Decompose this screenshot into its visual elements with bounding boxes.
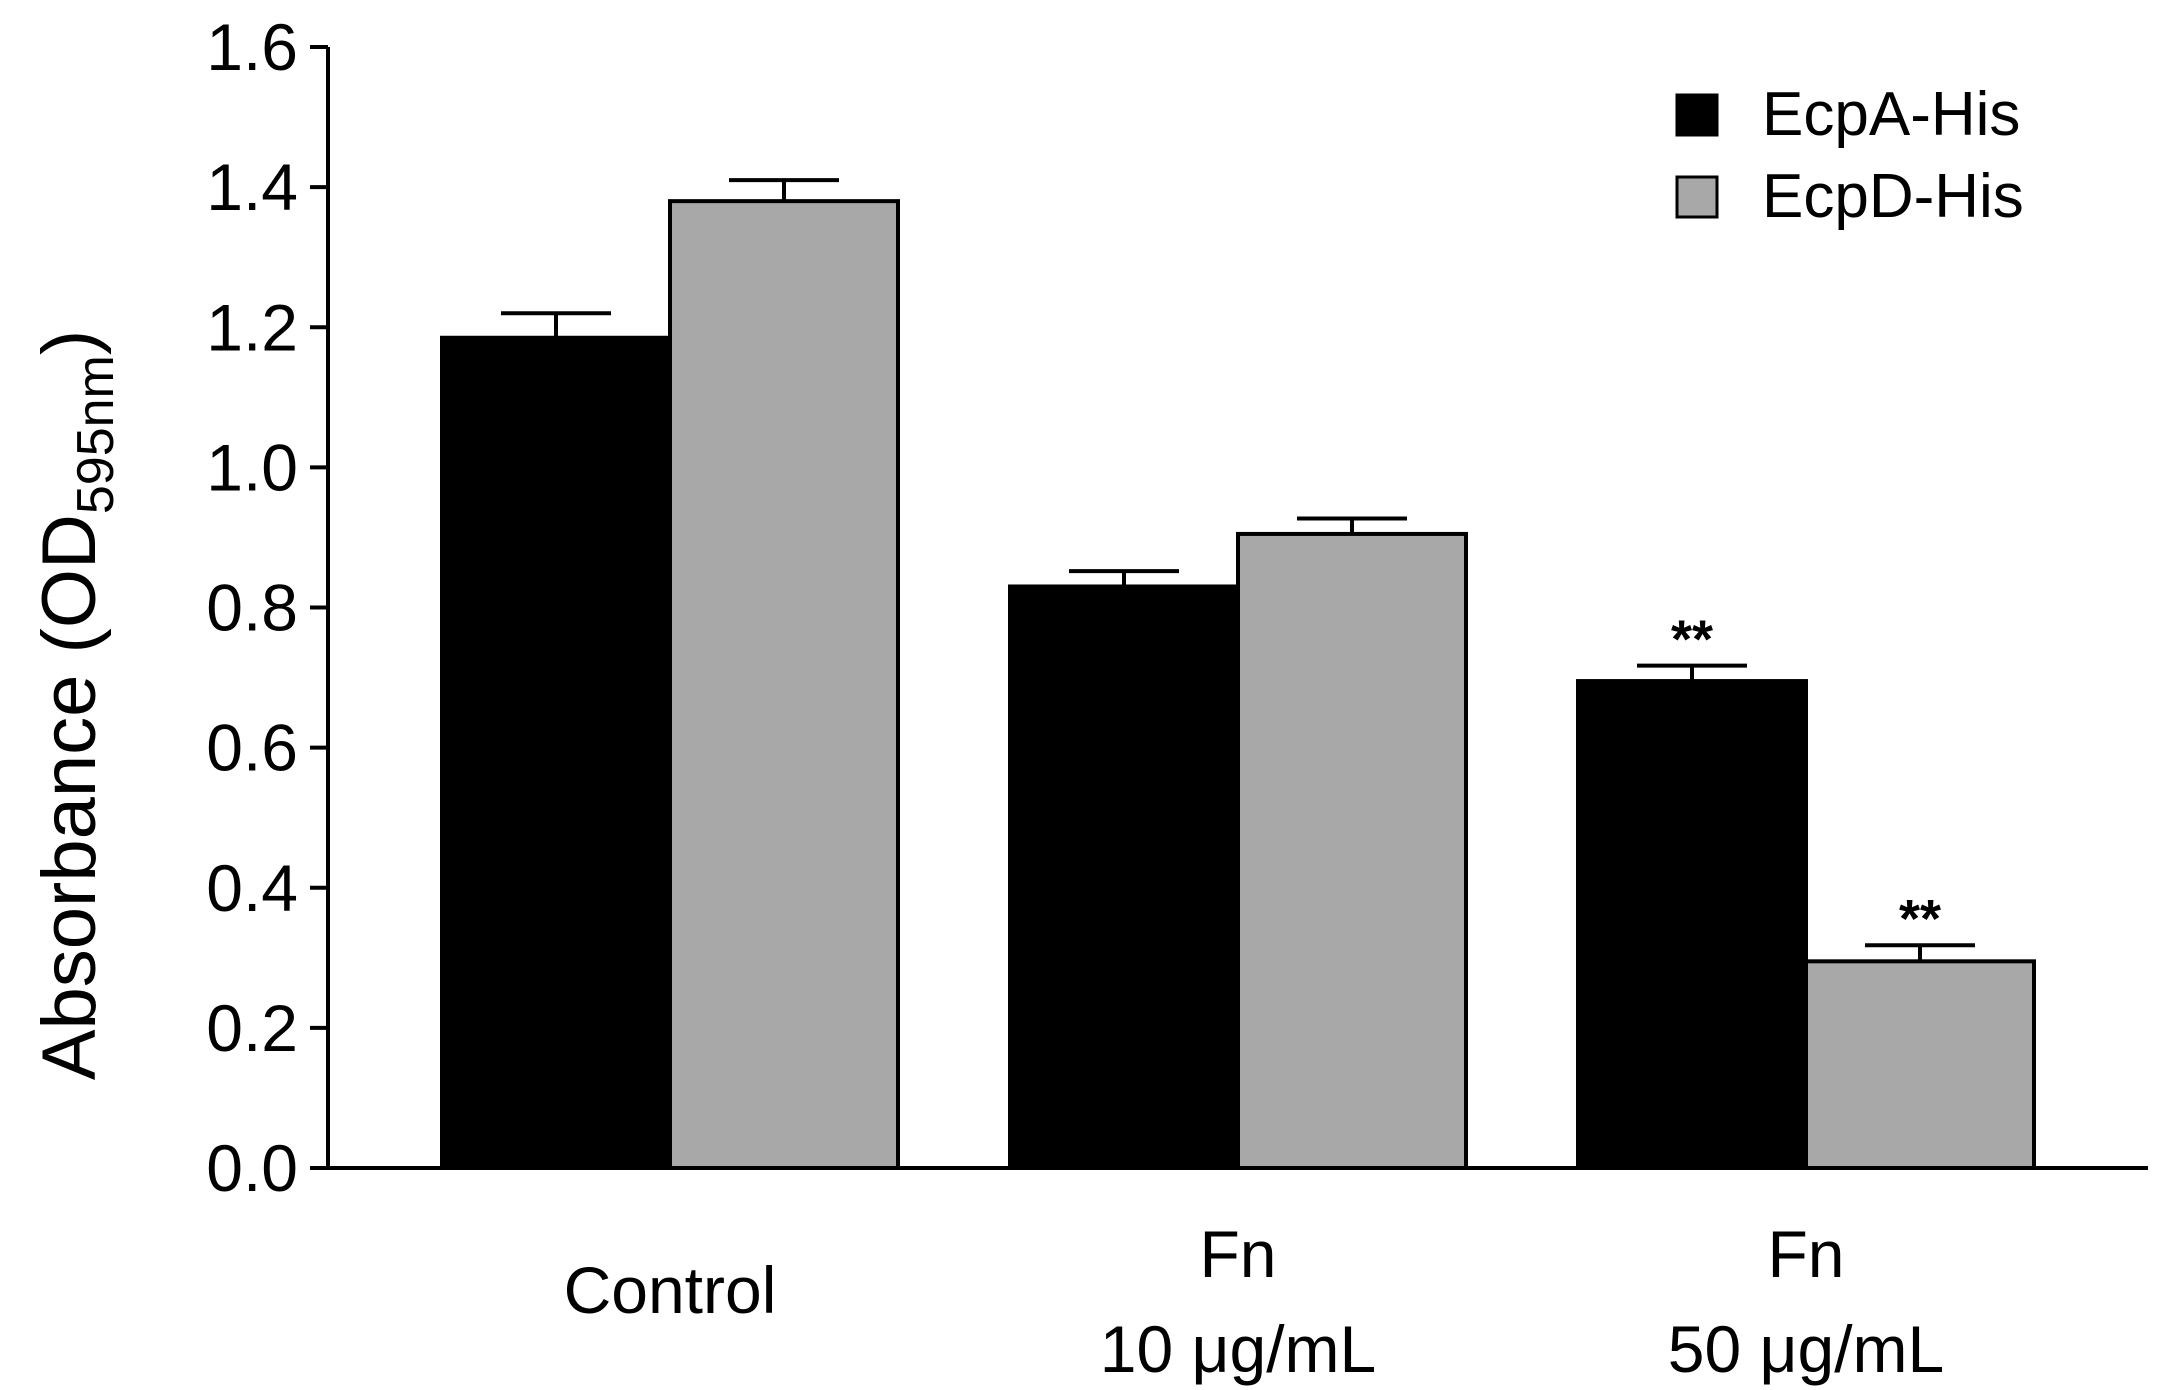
- bar-ecpd-0: [668, 199, 900, 1170]
- y-tick-label: 0.4: [206, 851, 298, 925]
- legend: EcpA-His EcpD-His: [1675, 80, 2024, 231]
- x-category-label: 50 μg/mL: [1668, 1312, 1945, 1386]
- x-category-label: Fn: [1767, 1217, 1844, 1291]
- bars: ** **: [440, 178, 2036, 1170]
- y-tick-label: 1.4: [206, 150, 298, 224]
- legend-swatch-ecpd: [1675, 175, 1719, 219]
- y-tick-label: 1.6: [206, 10, 298, 84]
- bar-ecpa-2: [1576, 679, 1808, 1170]
- bar-ecpa-0: [440, 335, 672, 1170]
- significance-annotation: **: [1671, 610, 1713, 670]
- y-axis-label-close: ): [27, 330, 112, 355]
- y-tick-label: 0.2: [206, 991, 298, 1065]
- x-category-label: 10 μg/mL: [1100, 1312, 1377, 1386]
- y-axis: 0.0 0.2 0.4 0.6 0.8 1.0 1.2 1.4 1.6: [206, 10, 330, 1205]
- significance-annotation: **: [1899, 889, 1941, 949]
- y-tick-label: 0.0: [206, 1131, 298, 1205]
- bar-ecpd-2: [1804, 959, 2036, 1170]
- legend-swatch-ecpa: [1675, 93, 1719, 137]
- bar-ecpd-1: [1236, 531, 1468, 1170]
- y-axis-label: Absorbance (OD595nm): [27, 330, 125, 1080]
- legend-label-ecpd: EcpD-His: [1762, 162, 2024, 231]
- x-category-label: Fn: [1199, 1217, 1276, 1291]
- bar-ecpa-1: [1008, 584, 1240, 1170]
- y-axis-label-subscript: 595nm: [67, 355, 125, 514]
- x-category-label: Control: [564, 1253, 777, 1327]
- x-axis: Control Fn 10 μg/mL Fn 50 μg/mL: [328, 1166, 2148, 1386]
- y-tick-label: 0.6: [206, 711, 298, 785]
- y-axis-label-main: Absorbance (OD: [27, 514, 112, 1080]
- legend-label-ecpa: EcpA-His: [1762, 80, 2020, 149]
- y-tick-label: 1.0: [206, 430, 298, 504]
- y-tick-label: 1.2: [206, 290, 298, 364]
- y-tick-label: 0.8: [206, 571, 298, 645]
